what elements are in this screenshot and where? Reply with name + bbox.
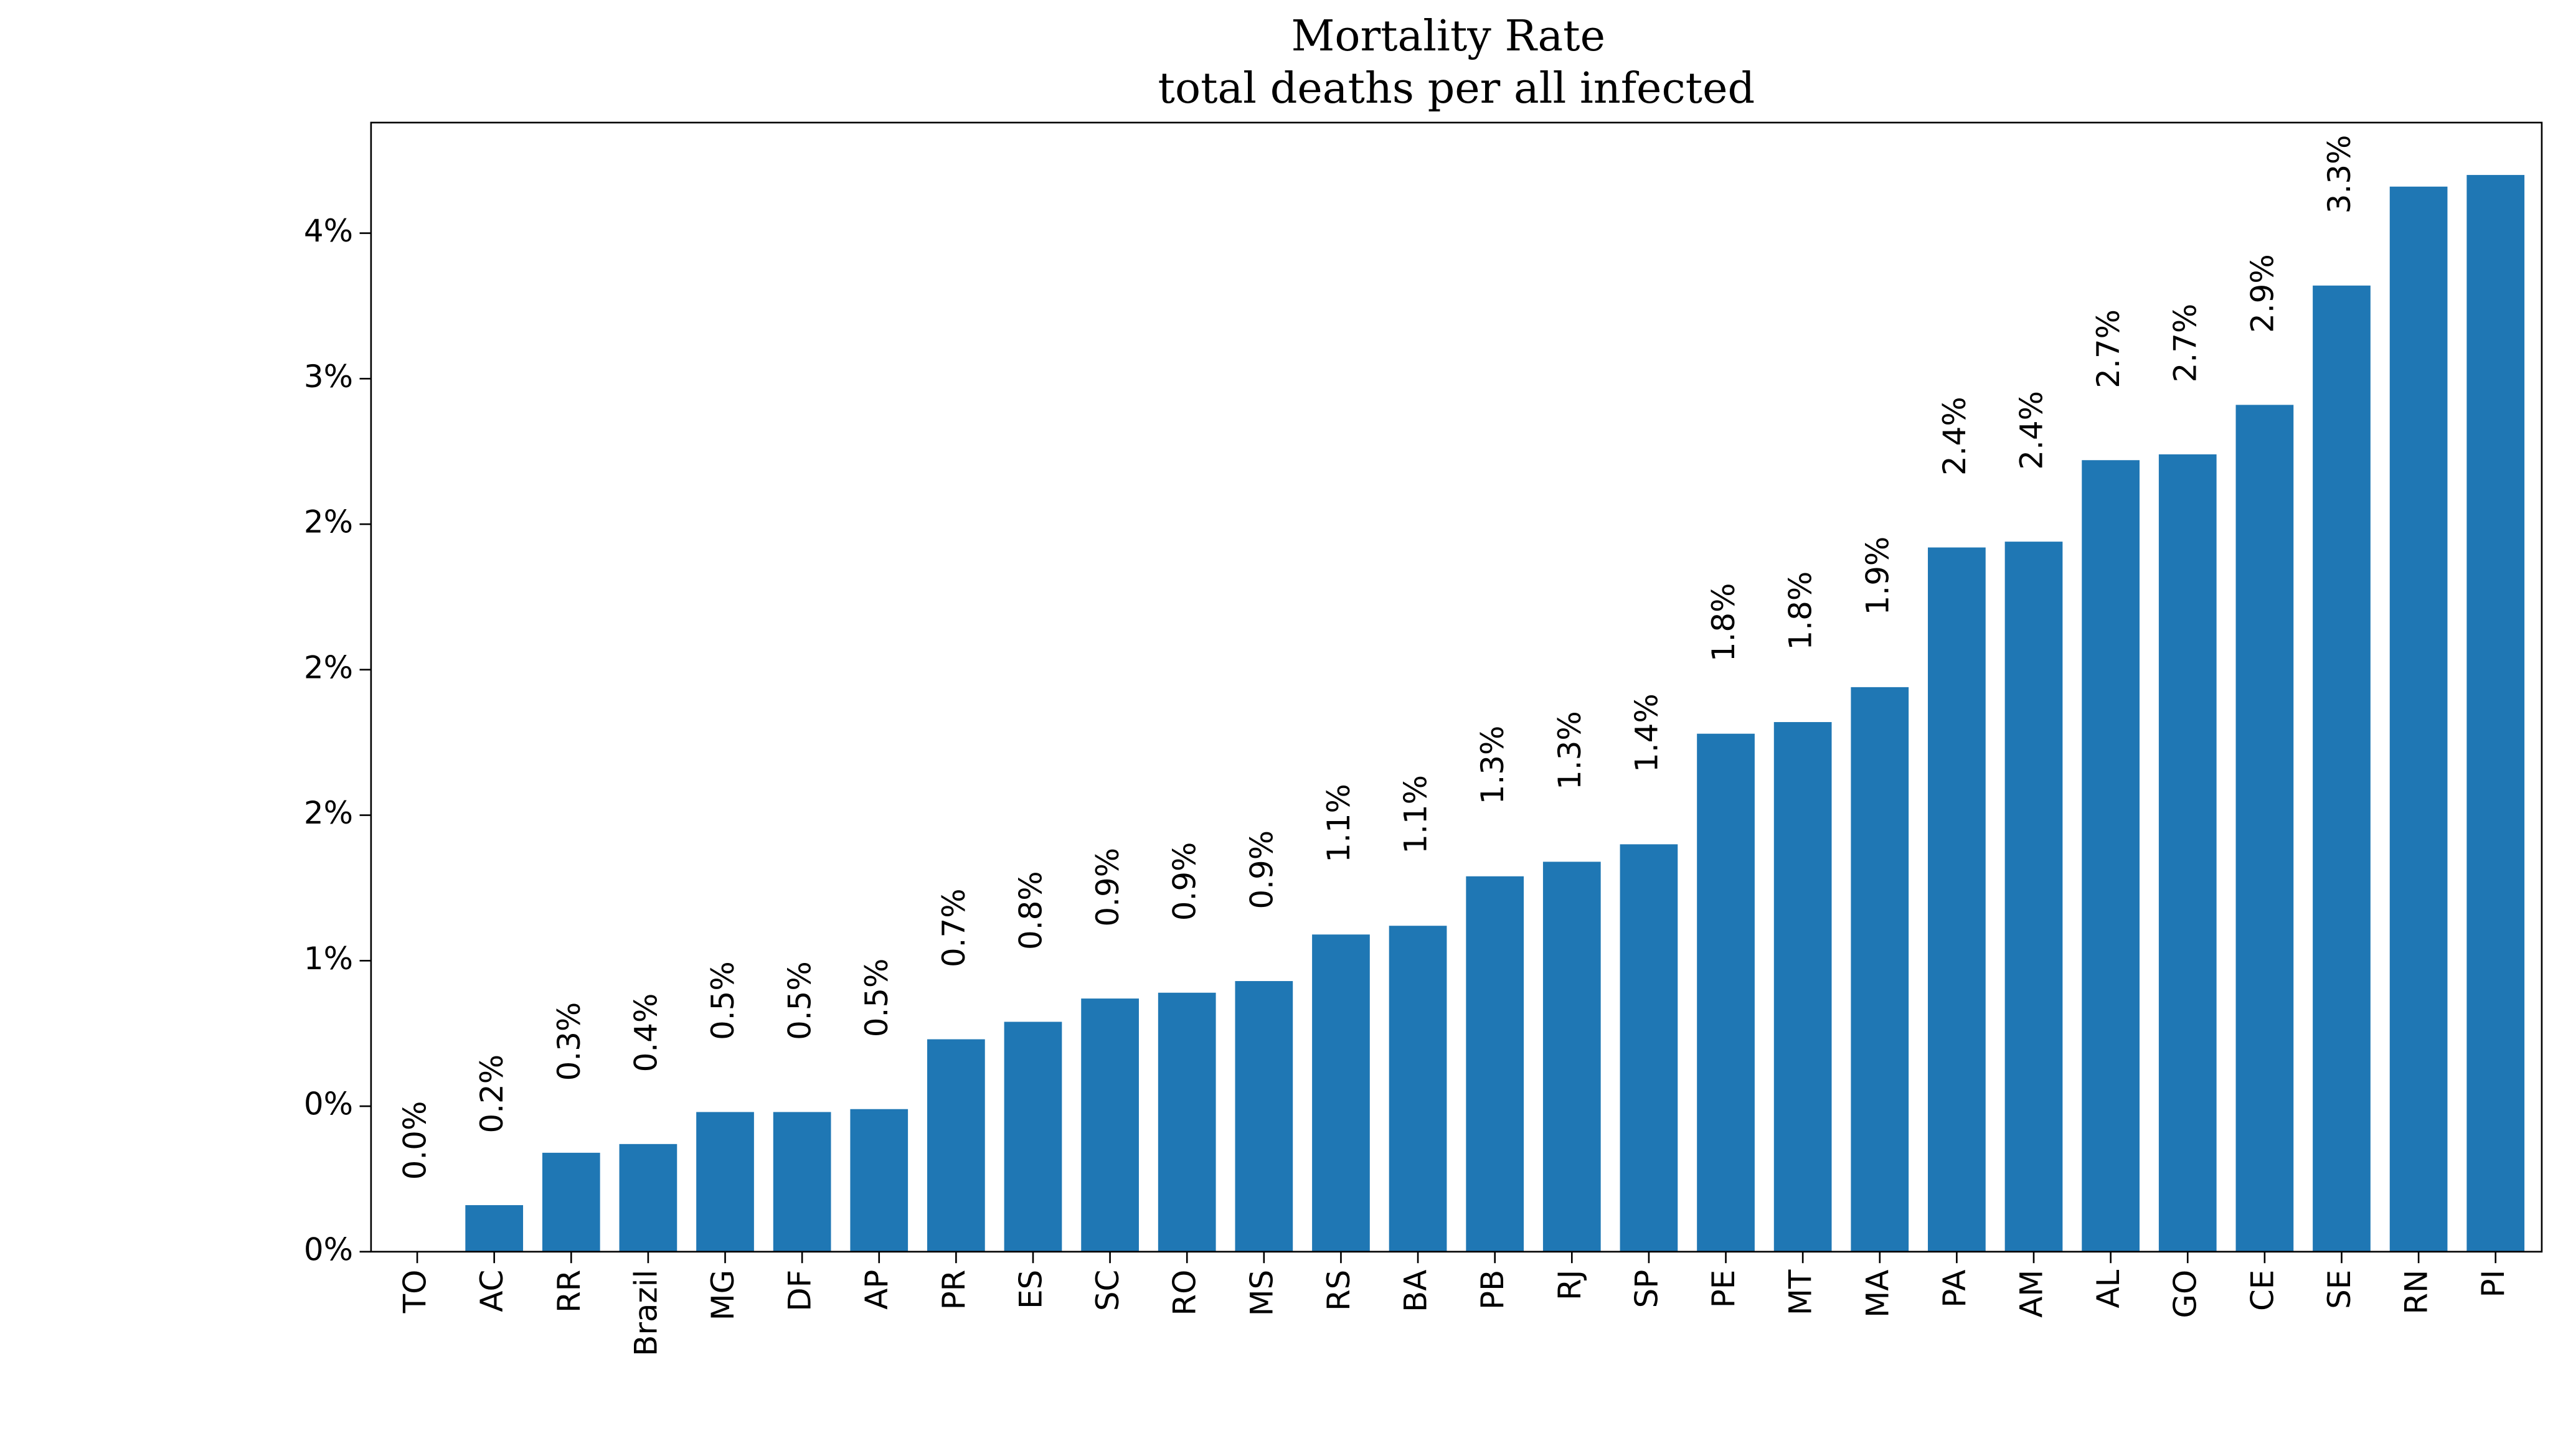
x-tick-label: DF: [782, 1270, 818, 1312]
x-tick-label: RJ: [1552, 1270, 1588, 1300]
x-tick-label: RR: [551, 1270, 587, 1313]
bar: [773, 1112, 831, 1252]
chart-subtitle: total deaths per all infected: [1158, 64, 1755, 113]
value-label: 0.8%: [1012, 871, 1049, 950]
bar: [1389, 926, 1447, 1252]
y-tick-label: 0%: [304, 1086, 353, 1122]
x-tick-label: CE: [2244, 1270, 2280, 1311]
y-tick-label: 2%: [304, 795, 353, 831]
bar: [1158, 992, 1216, 1252]
value-label: 2.7%: [2090, 309, 2126, 388]
y-tick-label: 2%: [304, 504, 353, 540]
value-label: 1.1%: [1321, 784, 1357, 863]
plot-frame: [370, 121, 2543, 1253]
bar: [465, 1205, 524, 1252]
x-tick-label: AC: [474, 1270, 510, 1312]
value-label: 2.4%: [1937, 397, 1973, 476]
bar: [2466, 175, 2525, 1252]
x-tick-label: RO: [1167, 1270, 1203, 1316]
value-label: 0.2%: [474, 1054, 510, 1134]
y-tick-label: 2%: [304, 649, 353, 685]
value-label: 2.7%: [2168, 304, 2204, 383]
bar: [1851, 687, 1909, 1252]
value-label: 1.4%: [1628, 693, 1664, 773]
x-tick-label: ES: [1012, 1270, 1049, 1309]
value-label: 0.4%: [628, 993, 664, 1073]
value-label: 0.0%: [397, 1101, 433, 1180]
bar: [1773, 721, 1832, 1252]
value-label: 0.9%: [1244, 830, 1280, 909]
value-label: 1.8%: [1783, 571, 1819, 651]
bar: [696, 1112, 754, 1252]
bar: [1928, 547, 1986, 1252]
y-tick-label: 1%: [304, 941, 353, 977]
x-tick-label: AM: [2014, 1270, 2050, 1318]
x-tick-label: SE: [2321, 1270, 2358, 1309]
x-tick-label: PI: [2475, 1270, 2511, 1298]
bar: [2313, 285, 2371, 1252]
value-label: 0.9%: [1167, 842, 1203, 921]
x-tick-label: PR: [936, 1270, 972, 1310]
bar: [1235, 981, 1293, 1252]
value-label: 1.3%: [1552, 711, 1588, 790]
x-tick-label: Brazil: [628, 1270, 664, 1356]
bar: [2158, 454, 2217, 1252]
value-label: 2.9%: [2244, 254, 2280, 333]
value-label: 2.4%: [2014, 391, 2050, 470]
value-label: 0.5%: [859, 959, 895, 1038]
value-label: 0.9%: [1090, 848, 1126, 927]
bar: [619, 1144, 677, 1252]
value-label: 1.3%: [1475, 726, 1511, 805]
bar: [542, 1152, 600, 1252]
bar: [2235, 405, 2294, 1252]
bar: [1697, 733, 1755, 1252]
x-tick-label: PB: [1475, 1270, 1511, 1310]
value-label: 1.9%: [1859, 537, 1895, 616]
x-tick-label: PE: [1706, 1270, 1742, 1308]
bar: [2082, 460, 2140, 1252]
value-label: 0.3%: [551, 1002, 587, 1081]
value-label: 1.8%: [1706, 583, 1742, 662]
x-tick-label: AP: [859, 1270, 895, 1310]
x-tick-label: GO: [2168, 1270, 2204, 1318]
x-tick-label: TO: [397, 1270, 433, 1314]
bar: [2389, 186, 2448, 1252]
value-label: 0.5%: [782, 961, 818, 1040]
bar: [1620, 844, 1678, 1252]
x-tick-label: PA: [1937, 1270, 1973, 1308]
bar: [2004, 542, 2063, 1252]
x-tick-label: MA: [1859, 1270, 1895, 1318]
bar: [1081, 998, 1139, 1252]
x-tick-label: BA: [1398, 1270, 1434, 1312]
bar: [1312, 934, 1370, 1252]
bar: [927, 1039, 985, 1252]
x-tick-label: RS: [1321, 1270, 1357, 1311]
x-tick-label: MT: [1783, 1269, 1819, 1315]
bar: [1466, 876, 1524, 1252]
value-label: 0.7%: [936, 888, 972, 967]
bar: [850, 1109, 909, 1252]
value-label: 3.3%: [2321, 135, 2358, 214]
x-tick-label: SC: [1090, 1270, 1126, 1311]
bar: [1542, 862, 1601, 1252]
y-tick-label: 4%: [304, 213, 353, 249]
x-tick-label: RN: [2399, 1270, 2435, 1315]
y-tick-label: 0%: [304, 1231, 353, 1267]
bar: [1004, 1022, 1062, 1252]
x-tick-label: MS: [1244, 1270, 1280, 1317]
x-tick-label: MG: [705, 1270, 741, 1321]
y-tick-label: 3%: [304, 359, 353, 395]
value-label: 0.5%: [705, 961, 741, 1040]
chart-title: Mortality Rate: [1291, 12, 1605, 61]
value-label: 1.1%: [1398, 775, 1434, 854]
x-tick-label: SP: [1628, 1270, 1664, 1308]
x-tick-label: AL: [2090, 1269, 2126, 1308]
